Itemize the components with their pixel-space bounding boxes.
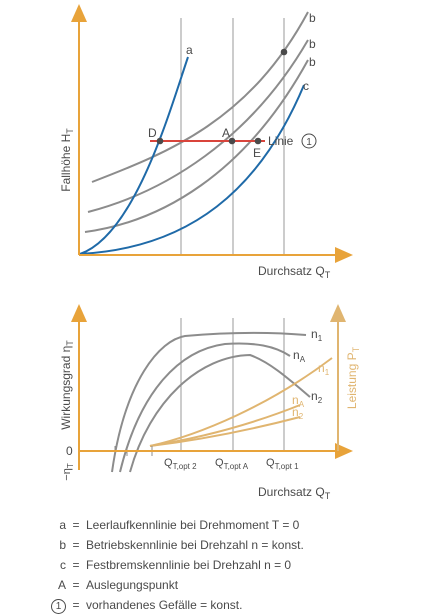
legend-key: b (59, 538, 66, 552)
curve-b1 (91, 11, 309, 183)
point-b-top (280, 48, 288, 56)
legend-row-c: c = Festbremskennlinie bei Drehzahl n = 0 (40, 555, 304, 575)
label-power-n2: n2 (292, 405, 304, 421)
label-qopt-2: QT,opt 2 (164, 457, 197, 471)
power-axis-label: Leistung PT (345, 346, 361, 409)
label-eff-na: nA (293, 348, 306, 364)
legend-eq: = (72, 598, 80, 612)
legend-eq: = (72, 578, 80, 592)
legend-eq: = (72, 518, 80, 532)
point-a (228, 137, 236, 145)
legend-key: c (60, 558, 66, 572)
label-qopt-a: QT,opt A (215, 457, 249, 471)
power-n2 (149, 416, 301, 447)
legend-text: Auslegungspunkt (86, 578, 179, 592)
zero-label: 0 (66, 444, 73, 458)
label-b3: b (309, 55, 316, 69)
bottom-x-axis-label: Durchsatz QT (258, 485, 331, 501)
legend-key: a (59, 518, 66, 532)
curve-a (79, 56, 189, 255)
label-eff-n1: n1 (311, 327, 323, 343)
label-point-d: D (148, 126, 157, 140)
label-qopt-1: QT,opt 1 (266, 457, 299, 471)
legend-text: vorhandenes Gefälle = konst. (86, 598, 243, 612)
curve-c (79, 84, 305, 255)
legend-text: Betriebskennlinie bei Drehzahl n = konst… (86, 538, 304, 552)
label-b1: b (309, 11, 316, 25)
legend-key: A (57, 578, 66, 592)
legend: a = Leerlaufkennlinie bei Drehmoment T = 0… (40, 515, 304, 615)
legend-row-design-point: A = Auslegungspunkt (40, 575, 304, 595)
power-n1 (149, 357, 333, 447)
legend-eq: = (72, 558, 80, 572)
efficiency-na (119, 342, 291, 473)
legend-text: Leerlaufkennlinie bei Drehmoment T = 0 (86, 518, 300, 532)
top-diagram: a b b b c D A E Linie 1 Fallhöhe HT Durc… (59, 4, 353, 280)
efficiency-n2 (129, 353, 311, 473)
bottom-diagram: Wirkungsgrad ηT Leistung PT 0 −ηT n1 nA … (59, 304, 361, 501)
neg-eta-label: −ηT (61, 463, 75, 481)
label-power-na: nA (292, 393, 305, 409)
legend-row-line-1: 1 = vorhandenes Gefälle = konst. (40, 595, 304, 615)
point-e (254, 137, 262, 145)
label-b2: b (309, 37, 316, 51)
legend-eq: = (72, 538, 80, 552)
label-linie: Linie (268, 134, 294, 148)
label-c: c (303, 79, 309, 93)
label-point-a: A (222, 126, 230, 140)
top-x-axis-label: Durchsatz QT (258, 264, 331, 280)
label-eff-n2: n2 (311, 389, 323, 405)
bottom-y-axis-label: Wirkungsgrad ηT (59, 340, 75, 430)
curve-b2 (87, 39, 309, 213)
label-point-e: E (253, 146, 261, 160)
legend-row-a: a = Leerlaufkennlinie bei Drehmoment T = 0 (40, 515, 304, 535)
label-power-n1: n1 (318, 361, 330, 377)
top-y-axis-label: Fallhöhe HT (59, 128, 75, 192)
legend-row-b: b = Betriebskennlinie bei Drehzahl n = kon… (40, 535, 304, 555)
legend-text: Festbremskennlinie bei Drehzahl n = 0 (86, 558, 292, 572)
efficiency-n1 (111, 331, 307, 473)
line-number-circle (301, 133, 317, 149)
line-number: 1 (306, 137, 312, 148)
legend-key: 1 (40, 595, 66, 615)
point-d (156, 137, 164, 145)
label-a: a (186, 43, 193, 57)
